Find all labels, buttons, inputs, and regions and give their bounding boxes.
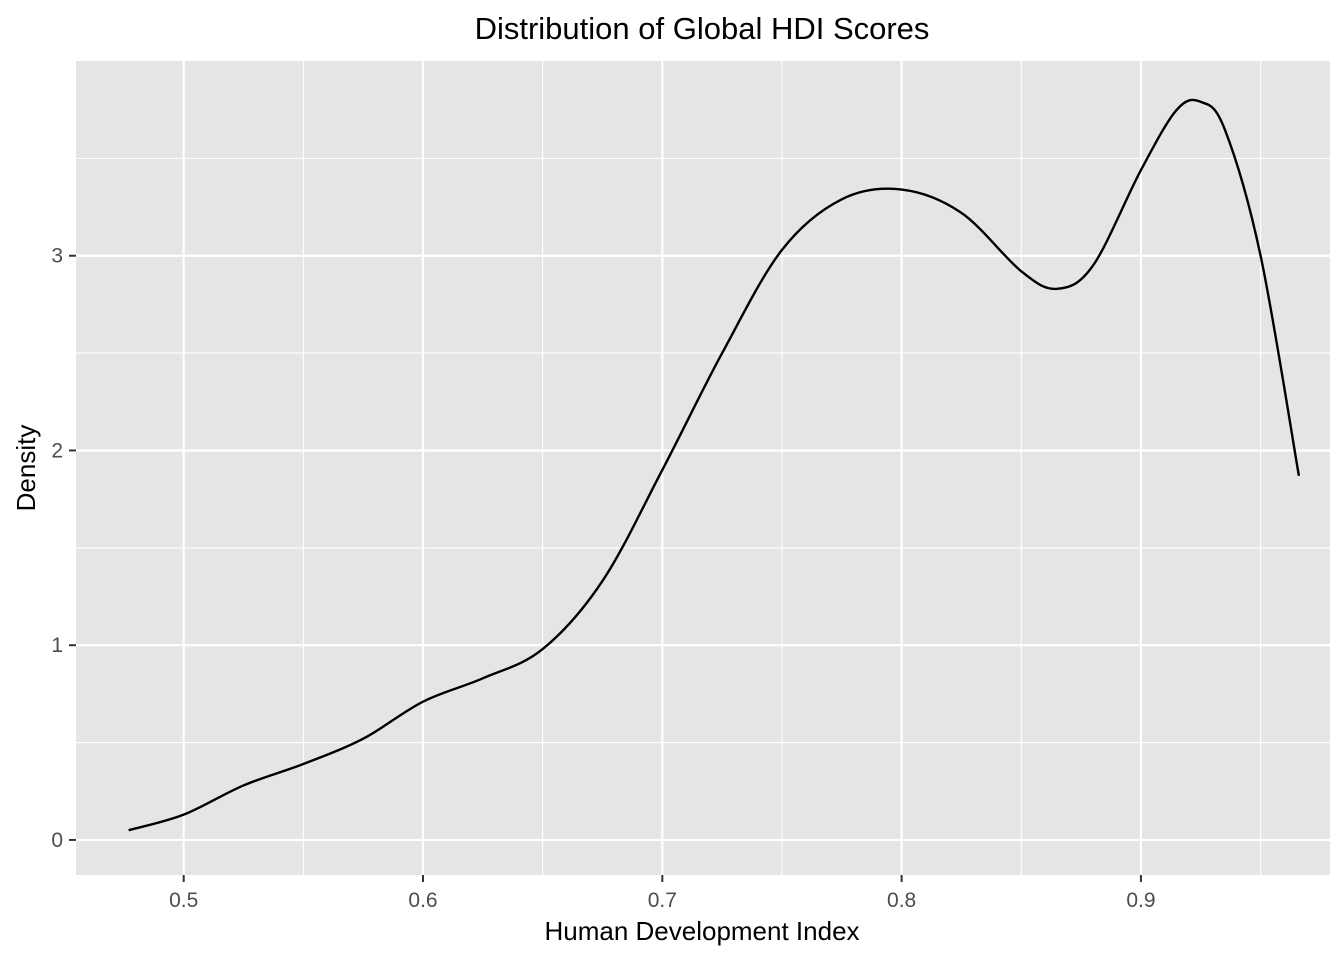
x-tick-label: 0.6 xyxy=(408,889,437,912)
x-axis: 0.5 0.6 0.7 0.8 0.9 xyxy=(169,875,1156,912)
y-axis-title: Density xyxy=(11,425,41,512)
y-tick-label: 1 xyxy=(51,634,63,657)
density-curve xyxy=(128,98,1301,832)
x-tick-label: 0.9 xyxy=(1126,889,1155,912)
plot-panel xyxy=(76,61,1330,875)
y-axis: 0 1 2 3 xyxy=(51,245,76,852)
y-tick-label: 0 xyxy=(51,829,63,852)
x-tick-label: 0.7 xyxy=(648,889,677,912)
x-axis-title: Human Development Index xyxy=(544,916,859,946)
grid-lines xyxy=(76,61,1330,875)
x-tick-label: 0.5 xyxy=(169,889,198,912)
y-tick-label: 3 xyxy=(51,245,63,268)
chart-title: Distribution of Global HDI Scores xyxy=(475,11,930,46)
x-tick-label: 0.8 xyxy=(887,889,916,912)
y-tick-label: 2 xyxy=(51,439,63,462)
